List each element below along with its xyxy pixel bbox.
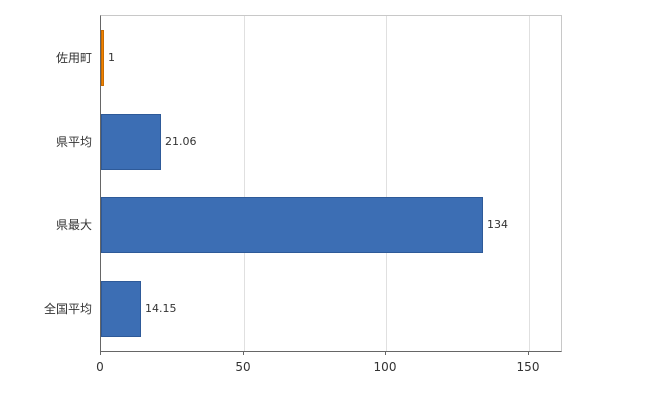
gridline	[386, 16, 387, 351]
x-tick-mark	[385, 351, 386, 355]
bar-1	[101, 114, 161, 170]
plot-area: 1 21.06 134 14.15	[100, 15, 562, 352]
bar-value-label: 14.15	[145, 302, 177, 315]
bar-value-label: 1	[108, 51, 115, 64]
x-tick-label: 0	[96, 360, 104, 374]
category-label: 県最大	[55, 218, 92, 232]
x-tick-mark	[528, 351, 529, 355]
bar-value-label: 134	[487, 218, 508, 231]
category-label: 県平均	[55, 135, 92, 149]
category-label: 佐用町	[55, 51, 92, 65]
x-tick-label: 50	[235, 360, 251, 374]
bar-3	[101, 281, 141, 337]
gridline	[529, 16, 530, 351]
bar-2	[101, 197, 483, 253]
x-tick-label: 100	[373, 360, 397, 374]
category-label: 全国平均	[43, 302, 92, 316]
gridline	[244, 16, 245, 351]
x-tick-mark	[243, 351, 244, 355]
x-tick-mark	[100, 351, 101, 355]
bar-0	[101, 30, 104, 86]
bar-value-label: 21.06	[165, 135, 197, 148]
x-tick-label: 150	[516, 360, 540, 374]
